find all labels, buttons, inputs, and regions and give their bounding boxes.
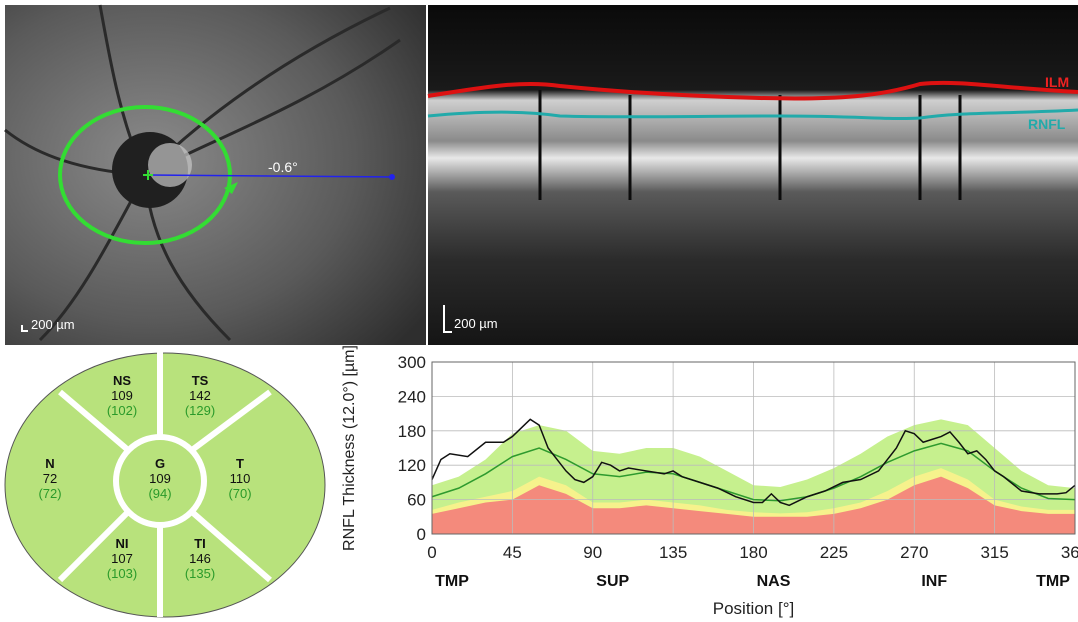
y-tick-label: 120 [398, 456, 426, 475]
scale-label: 200 µm [31, 317, 75, 332]
x-axis-label: Position [°] [713, 599, 794, 618]
sector-label: NS [113, 373, 131, 388]
sector-value: 72 [43, 471, 57, 486]
y-tick-label: 180 [398, 422, 426, 441]
sector-label: G [155, 456, 165, 471]
x-tick-label: 270 [900, 543, 928, 562]
sector-label: TI [194, 536, 206, 551]
oct-image [428, 5, 1078, 345]
region-label: NAS [757, 573, 791, 590]
y-tick-label: 0 [417, 525, 426, 544]
sector-normal: (129) [185, 403, 215, 418]
oct-scale-label: 200 µm [454, 316, 498, 331]
sector-value: 107 [111, 551, 133, 566]
rnfl-label: RNFL [1028, 116, 1066, 132]
x-tick-label: 360 [1061, 543, 1078, 562]
rnfl-chart: 0 60 120 180 240 300 0 45 90 135 180 225 270 315 360 TM… [341, 345, 1078, 618]
sector-value: 110 [230, 471, 251, 486]
sector-label: NI [116, 536, 129, 551]
sector-value: 109 [149, 471, 171, 486]
y-tick-label: 240 [398, 387, 426, 406]
sector-normal: (102) [107, 403, 137, 418]
region-label: SUP [596, 573, 629, 590]
sector-normal: (135) [185, 566, 215, 581]
sector-value: 146 [189, 551, 211, 566]
sector-label: N [45, 456, 54, 471]
region-label: TMP [1036, 573, 1070, 590]
cup [148, 143, 192, 187]
sector-normal: (94) [148, 486, 171, 501]
x-tick-label: 0 [427, 543, 436, 562]
x-tick-label: 45 [503, 543, 522, 562]
y-tick-label: 60 [407, 491, 426, 510]
ilm-label: ILM [1045, 74, 1069, 90]
x-tick-label: 225 [820, 543, 848, 562]
y-tick-label: 300 [398, 353, 426, 372]
sector-normal: (72) [38, 486, 61, 501]
sector-value: 142 [189, 388, 211, 403]
angle-end [389, 174, 395, 180]
sector-label: TS [192, 373, 209, 388]
region-label: TMP [435, 573, 469, 590]
y-axis-label: RNFL Thickness (12.0°) [µm] [341, 345, 358, 551]
screen: -0.6° 200 µm ILM RNFL 200 µm NS109(102)T… [0, 0, 1078, 622]
x-tick-label: 315 [980, 543, 1008, 562]
x-tick-label: 90 [583, 543, 602, 562]
region-label: INF [921, 573, 947, 590]
angle-label: -0.6° [268, 159, 298, 175]
x-tick-label: 180 [739, 543, 767, 562]
sector-label: T [236, 456, 244, 471]
sector-normal: (70) [228, 486, 251, 501]
sector-value: 109 [111, 388, 133, 403]
sector-normal: (103) [107, 566, 137, 581]
x-tick-label: 135 [659, 543, 687, 562]
report: -0.6° 200 µm ILM RNFL 200 µm NS109(102)T… [0, 0, 1078, 622]
